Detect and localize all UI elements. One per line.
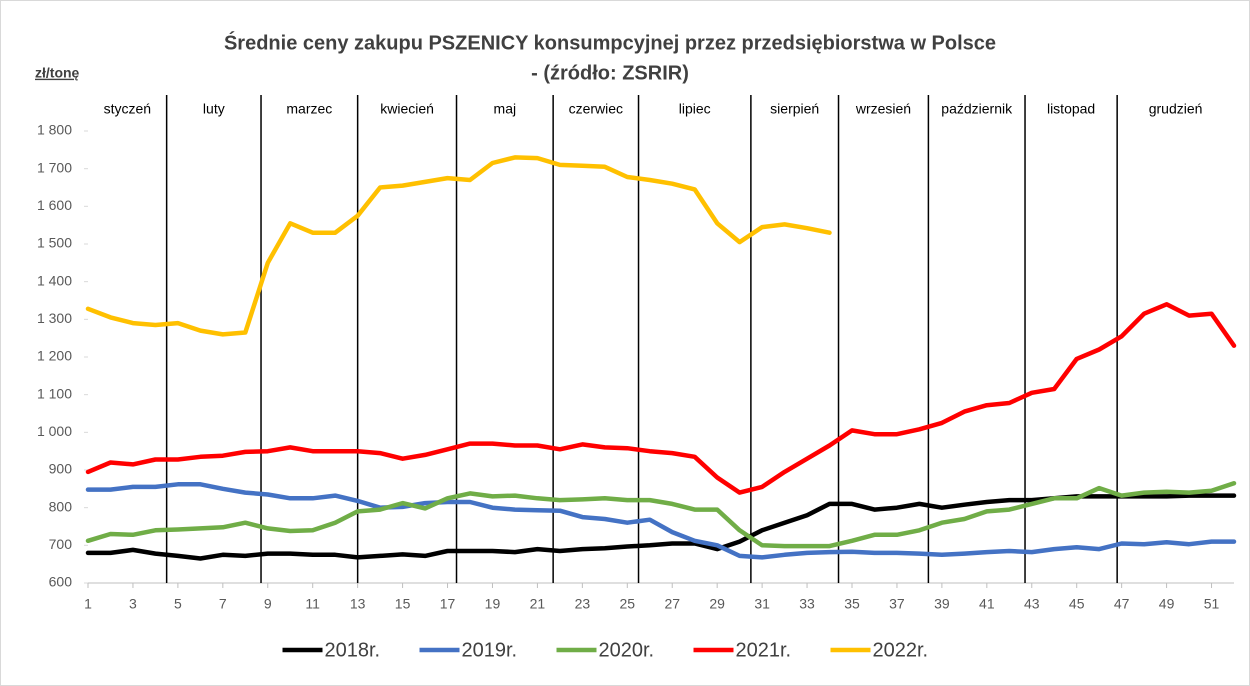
legend-label: 2022r. (873, 639, 929, 661)
y-tick-label: 1 600 (37, 197, 72, 213)
y-tick-label: 900 (49, 461, 73, 477)
legend-label: 2018r. (325, 639, 381, 661)
month-label: listopad (1047, 101, 1095, 117)
legend-label: 2019r. (462, 639, 518, 661)
y-tick-label: 600 (49, 574, 73, 590)
x-tick-label: 23 (575, 596, 591, 612)
x-tick-label: 11 (305, 596, 320, 612)
x-tick-label: 49 (1159, 596, 1175, 612)
month-label: październik (941, 101, 1013, 117)
month-label: maj (494, 101, 517, 117)
x-tick-label: 51 (1204, 596, 1220, 612)
y-tick-label: 1 300 (37, 310, 72, 326)
x-tick-label: 9 (264, 596, 272, 612)
x-tick-label: 29 (709, 596, 725, 612)
legend-label: 2020r. (599, 639, 655, 661)
x-tick-label: 43 (1024, 596, 1040, 612)
x-tick-label: 19 (485, 596, 501, 612)
y-tick-label: 1 500 (37, 235, 72, 251)
month-label: kwiecień (380, 101, 434, 117)
x-tick-label: 7 (219, 596, 227, 612)
legend-label: 2021r. (736, 639, 792, 661)
y-tick-label: 800 (49, 498, 73, 514)
x-tick-label: 33 (799, 596, 815, 612)
y-tick-label: 1 800 (37, 122, 72, 138)
month-label: lipiec (679, 101, 711, 117)
x-tick-label: 5 (174, 596, 182, 612)
x-tick-label: 3 (129, 596, 137, 612)
x-tick-label: 15 (395, 596, 411, 612)
month-label: wrzesień (855, 101, 911, 117)
x-tick-label: 17 (440, 596, 456, 612)
x-tick-label: 13 (350, 596, 366, 612)
y-tick-label: 1 100 (37, 385, 72, 401)
series-line (85, 155, 832, 337)
y-tick-label: 1 000 (37, 423, 72, 439)
x-tick-label: 41 (979, 596, 995, 612)
x-tick-label: 31 (754, 596, 770, 612)
x-tick-label: 45 (1069, 596, 1085, 612)
x-tick-label: 1 (84, 596, 92, 612)
series-line (85, 302, 1237, 495)
x-tick-label: 39 (934, 596, 950, 612)
month-label: grudzień (1149, 101, 1203, 117)
month-label: styczeń (104, 101, 151, 117)
y-tick-label: 700 (49, 536, 73, 552)
y-tick-label: 1 700 (37, 159, 72, 175)
series-line (85, 482, 1237, 560)
y-tick-label: 1 200 (37, 348, 72, 364)
month-label: luty (203, 101, 225, 117)
x-tick-label: 47 (1114, 596, 1130, 612)
month-label: marzec (286, 101, 332, 117)
series-line (85, 480, 1237, 549)
x-tick-label: 21 (530, 596, 546, 612)
x-tick-label: 35 (844, 596, 860, 612)
month-label: czerwiec (569, 101, 623, 117)
chart-subtitle: - (źródło: ZSRIR) (531, 62, 689, 84)
chart-title: Średnie ceny zakupu PSZENICY konsumpcyjn… (224, 30, 996, 54)
x-tick-label: 37 (889, 596, 905, 612)
x-tick-label: 25 (620, 596, 636, 612)
x-tick-label: 27 (664, 596, 680, 612)
month-label: sierpień (770, 101, 819, 117)
y-tick-label: 1 400 (37, 272, 72, 288)
y-axis-label: zł/tonę (35, 65, 80, 81)
